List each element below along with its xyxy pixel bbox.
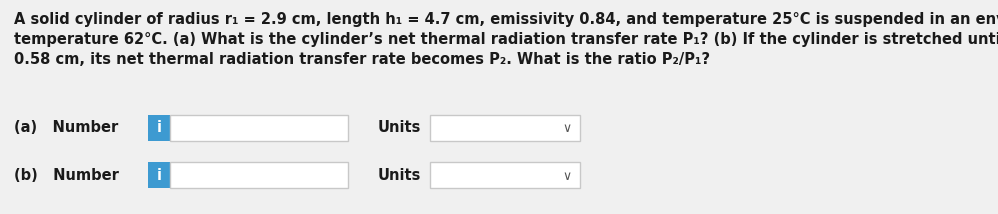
Text: i: i xyxy=(157,120,162,135)
Bar xyxy=(148,115,170,141)
Text: (b)   Number: (b) Number xyxy=(14,168,119,183)
Text: Units: Units xyxy=(378,168,421,183)
Bar xyxy=(430,162,580,188)
Text: Units: Units xyxy=(378,120,421,135)
Text: i: i xyxy=(157,168,162,183)
Bar xyxy=(170,162,348,188)
Bar xyxy=(148,162,170,188)
Text: 0.58 cm, its net thermal radiation transfer rate becomes P₂. What is the ratio P: 0.58 cm, its net thermal radiation trans… xyxy=(14,52,711,67)
Text: (a)   Number: (a) Number xyxy=(14,120,118,135)
Text: temperature 62°C. (a) What is the cylinder’s net thermal radiation transfer rate: temperature 62°C. (a) What is the cylind… xyxy=(14,32,998,47)
Bar xyxy=(430,115,580,141)
Text: A solid cylinder of radius r₁ = 2.9 cm, length h₁ = 4.7 cm, emissivity 0.84, and: A solid cylinder of radius r₁ = 2.9 cm, … xyxy=(14,12,998,27)
Text: ∨: ∨ xyxy=(563,169,572,183)
Text: ∨: ∨ xyxy=(563,122,572,135)
Bar xyxy=(170,115,348,141)
